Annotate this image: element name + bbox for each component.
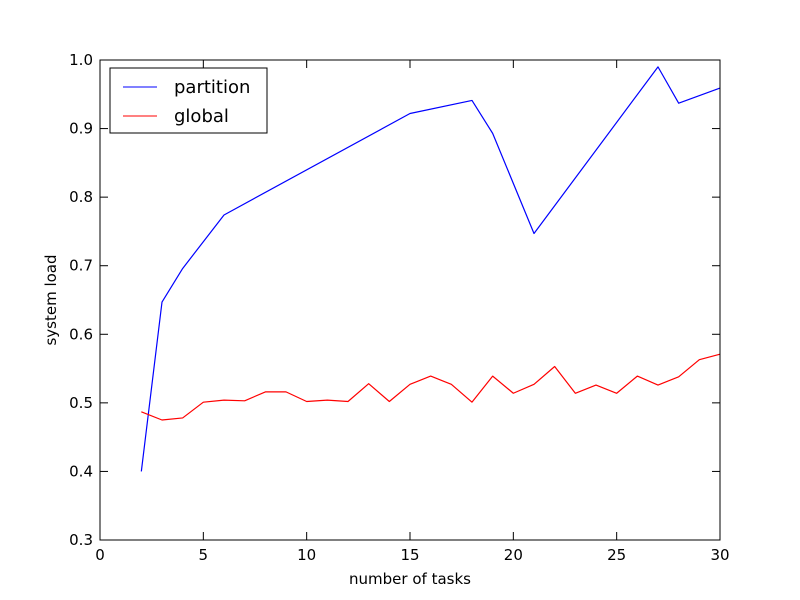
- legend-label-partition: partition: [174, 77, 250, 98]
- x-tick-label: 0: [95, 546, 105, 564]
- y-tick-label: 0.4: [69, 462, 93, 480]
- x-tick-label: 30: [710, 546, 729, 564]
- y-tick-label: 0.6: [69, 325, 93, 343]
- x-tick-label: 5: [199, 546, 209, 564]
- x-tick-label: 20: [504, 546, 523, 564]
- y-tick-label: 0.3: [69, 531, 93, 549]
- y-tick-label: 0.9: [69, 120, 93, 138]
- y-axis-label: system load: [42, 254, 60, 345]
- x-tick-label: 15: [400, 546, 419, 564]
- legend-label-global: global: [174, 106, 229, 127]
- axis-ticks: 0 5 10 15 20 25 30 0.3 0.4 0.5 0.6 0.7 0.8 0.9 1.0: [69, 51, 729, 564]
- y-tick-label: 1.0: [69, 51, 93, 69]
- series-line-partition: [140, 66, 721, 472]
- y-tick-label: 0.8: [69, 188, 93, 206]
- x-axis-label: number of tasks: [349, 570, 471, 588]
- series-lines: [140, 66, 721, 472]
- y-tick-label: 0.7: [69, 257, 93, 275]
- x-tick-label: 10: [297, 546, 316, 564]
- x-tick-label: 25: [607, 546, 626, 564]
- series-line-global: [141, 353, 721, 421]
- legend-box: [109, 67, 268, 134]
- y-tick-label: 0.5: [69, 394, 93, 412]
- legend: partition global: [109, 67, 268, 134]
